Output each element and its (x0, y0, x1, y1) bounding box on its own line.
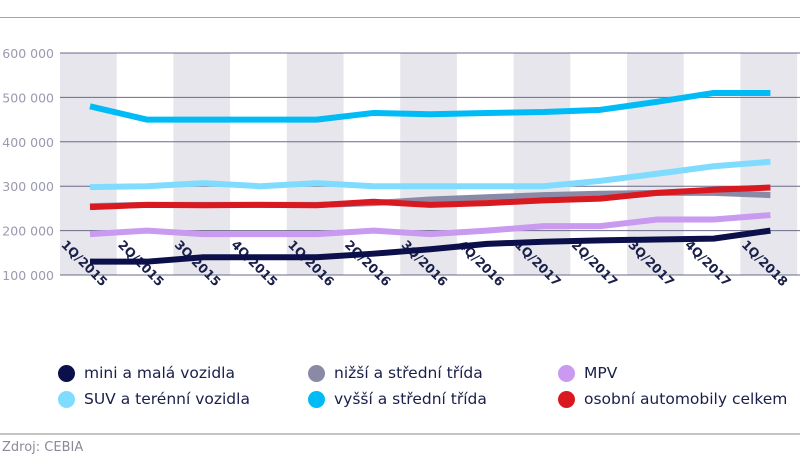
band (400, 53, 457, 275)
legend-label: osobní automobily celkem (584, 390, 788, 408)
y-tick-label: 200 000 (2, 224, 54, 239)
band (60, 53, 117, 275)
series-line-4 (89, 89, 771, 123)
x-tick-label: 2Q/2017 (569, 237, 621, 289)
x-tick-label: 4Q/2015 (228, 237, 280, 289)
series-line-3 (89, 158, 771, 191)
legend-label: nižší a střední třída (334, 364, 483, 382)
legend-marker-icon (308, 364, 325, 382)
series-line-2 (89, 212, 771, 238)
footer-divider (0, 433, 800, 435)
y-tick-label: 500 000 (2, 90, 54, 105)
legend-marker-icon (558, 390, 575, 408)
y-tick-label: 300 000 (2, 179, 54, 194)
series-line-5 (89, 184, 771, 211)
legend-label: MPV (584, 364, 618, 382)
x-tick-label: 2Q/2016 (342, 237, 394, 289)
legend-item: nižší a střední třída (308, 364, 558, 382)
legend-marker-icon (558, 364, 575, 382)
legend-item: osobní automobily celkem (558, 390, 798, 408)
band (286, 53, 344, 275)
source-note: Zdroj: CEBIA (2, 440, 84, 455)
x-tick-label: 4Q/2017 (682, 237, 734, 289)
band (173, 53, 231, 275)
legend-marker-icon (58, 390, 75, 408)
y-tick-label: 100 000 (2, 268, 54, 283)
header-divider (0, 17, 800, 18)
legend-label: SUV a terénní vozidla (84, 390, 250, 408)
legend-item: mini a malá vozidla (58, 364, 308, 382)
band (513, 53, 571, 275)
series-line-0 (90, 227, 771, 265)
y-tick-label: 600 000 (2, 46, 54, 61)
legend-item: MPV (558, 364, 798, 382)
legend: mini a malá vozidla nižší a střední třída… (58, 364, 798, 408)
legend-item: SUV a terénní vozidla (58, 390, 308, 408)
legend-marker-icon (58, 364, 75, 382)
line-chart: 100 000 200 000 300 000 400 000 500 000 600 0… (2, 46, 800, 289)
legend-label: mini a malá vozidla (84, 364, 235, 382)
legend-label: vyšší a střední třída (334, 390, 487, 408)
legend-marker-icon (308, 390, 325, 408)
legend-item: vyšší a střední třída (308, 390, 558, 408)
y-tick-label: 400 000 (2, 135, 54, 150)
